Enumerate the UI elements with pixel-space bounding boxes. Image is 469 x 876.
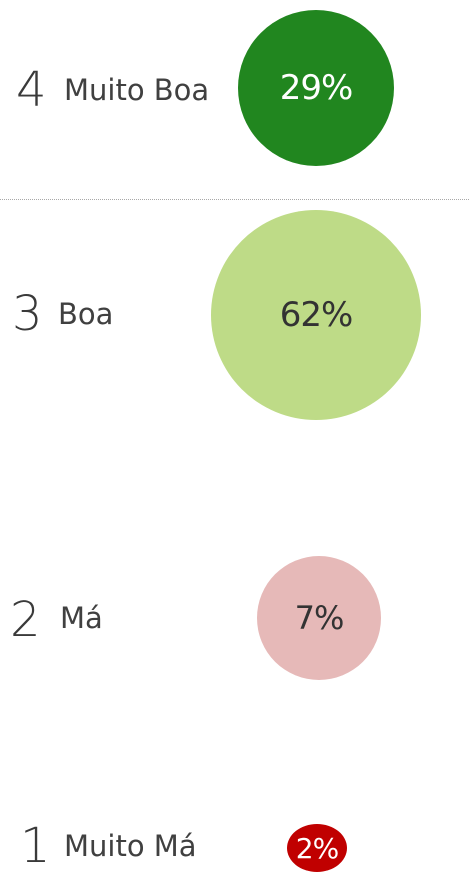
rank-number-boa: 3 (12, 286, 43, 342)
bubble-boa: 62% (211, 210, 421, 420)
rank-number-ma: 2 (10, 592, 41, 648)
category-label-muito-boa: Muito Boa (64, 73, 210, 107)
category-label-ma: Má (60, 601, 103, 635)
category-label-muito-ma: Muito Má (64, 829, 197, 863)
value-label-boa: 62% (279, 295, 354, 335)
value-label-muito-boa: 29% (279, 68, 354, 108)
divider-line (0, 199, 469, 200)
rank-number-muito-ma: 1 (20, 818, 51, 874)
bubble-muito-ma: 2% (287, 824, 347, 872)
rank-number-muito-boa: 4 (16, 62, 47, 118)
category-label-boa: Boa (58, 297, 114, 331)
bubble-ma: 7% (257, 556, 381, 680)
bubble-muito-boa: 29% (238, 10, 394, 166)
value-label-muito-ma: 2% (295, 831, 339, 865)
value-label-ma: 7% (294, 599, 345, 637)
